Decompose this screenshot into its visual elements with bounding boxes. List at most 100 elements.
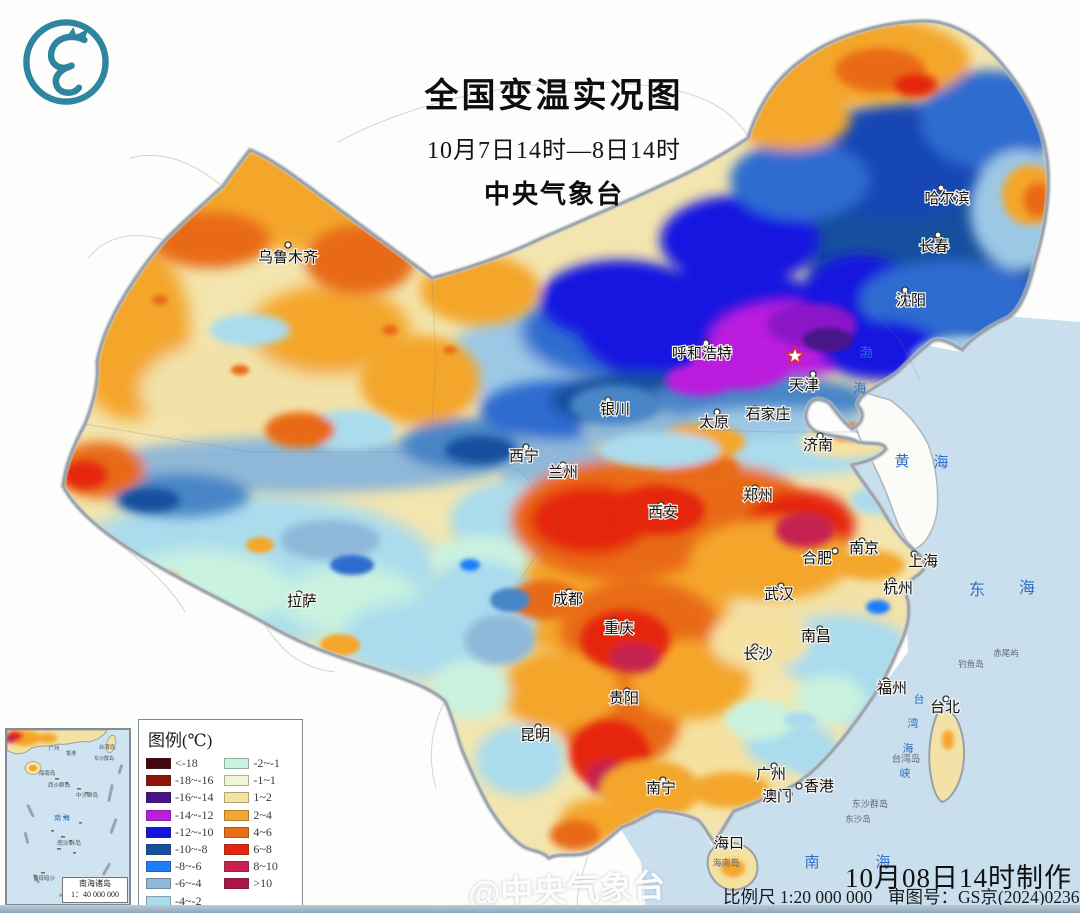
sea-label-char: 峡	[900, 766, 911, 780]
inset-caption: 南海诸岛	[79, 879, 111, 889]
city-marker	[937, 184, 945, 192]
legend-label: 8~10	[253, 859, 278, 874]
legend-label: >10	[253, 876, 273, 891]
legend-swatch	[146, 775, 171, 787]
legend-swatch	[146, 809, 171, 821]
island-label: 东沙岛	[845, 814, 871, 824]
city-group: 郑州	[742, 484, 774, 505]
island-label: 台湾岛	[892, 753, 921, 765]
city-label: 石家庄	[745, 405, 790, 423]
city-group: 南昌	[800, 625, 832, 646]
production-time: 10月08日14时制作	[845, 863, 1072, 893]
south-china-sea-inset: 广州 香港 台湾岛 东沙群岛 海南岛 西沙群岛 中沙群岛南 海南沙群岛 曾母暗沙 南海诸岛 1…	[5, 728, 131, 906]
city-label: 福州	[877, 680, 907, 697]
city-group: 重庆	[603, 617, 635, 638]
city-group: 南京	[848, 537, 880, 558]
city-label: 郑州	[743, 487, 773, 504]
city-group: 成都	[552, 588, 584, 609]
city-group: 上海	[907, 550, 939, 571]
legend-item: -2~-1	[224, 755, 295, 772]
legend-swatch	[146, 844, 171, 856]
city-marker	[858, 537, 866, 545]
sea-label-渤海: 渤海	[853, 345, 872, 396]
city-label: 昆明	[520, 727, 550, 744]
map-scale: 比例尺 1:20 000 000	[723, 887, 873, 907]
city-marker	[534, 723, 542, 731]
sea-label-char: 海	[933, 454, 948, 471]
legend-swatch	[224, 758, 250, 770]
legend-item: 2~4	[224, 807, 295, 824]
legend-swatch	[146, 792, 171, 804]
city-marker	[702, 339, 710, 347]
city-group: 合肥	[801, 547, 839, 568]
city-group: 武汉	[763, 582, 795, 604]
inset-label: 西沙群岛	[48, 781, 71, 789]
inset-label: 台湾岛	[99, 743, 116, 751]
city-group: 拉萨	[286, 590, 318, 611]
city-group: 海口	[713, 834, 745, 853]
city-group: 乌鲁木齐	[257, 241, 319, 267]
legend-label: -12~-10	[175, 824, 214, 839]
legend-label: <-18	[175, 756, 198, 771]
city-marker	[882, 677, 890, 685]
city-marker	[565, 588, 573, 596]
legend-item: 1~2	[224, 789, 295, 806]
city-marker	[604, 396, 612, 404]
city-marker	[751, 643, 759, 651]
city-label: 乌鲁木齐	[258, 249, 318, 266]
city-label: 香港	[804, 778, 834, 795]
legend-item: -1~1	[224, 772, 295, 789]
bottom-band	[0, 905, 1080, 913]
legend-label: 1~2	[253, 790, 272, 805]
inset-label: 曾母暗沙	[33, 874, 56, 882]
city-group: 西宁	[508, 443, 540, 466]
city-marker	[657, 501, 665, 509]
legend-label: -1~1	[253, 773, 276, 788]
inset-coast-dashes	[23, 764, 124, 897]
legend-label: -18~-16	[175, 773, 214, 788]
city-marker	[714, 838, 722, 846]
city-group: 呼和浩特	[671, 339, 733, 363]
legend-item: <-18	[146, 755, 224, 772]
legend-item: -14~-12	[146, 807, 224, 824]
city-label: 长春	[919, 238, 949, 255]
city-marker	[284, 241, 292, 249]
legend-swatch	[224, 775, 250, 787]
legend-label: -16~-14	[175, 790, 214, 805]
city-group: 杭州	[882, 577, 914, 598]
city-label: 哈尔滨	[924, 190, 969, 207]
city-marker	[888, 577, 896, 585]
legend-swatch	[146, 861, 171, 873]
legend-swatch	[146, 878, 171, 890]
city-label: 拉萨	[287, 593, 317, 610]
sea-label-黄海: 黄海	[894, 453, 948, 471]
city-marker	[559, 461, 567, 469]
city-group: 长沙	[742, 643, 774, 664]
city-label: 杭州	[883, 580, 913, 597]
sea-label-char: 台	[914, 692, 925, 706]
city-label: 西宁	[509, 448, 539, 465]
sea-label-char: 黄	[894, 453, 909, 470]
city-label: 武汉	[764, 586, 794, 603]
inset-label: 香港	[66, 750, 76, 757]
city-label: 太原	[699, 414, 729, 431]
city-group: 澳门	[761, 787, 793, 806]
inset-label: 南沙群岛	[57, 839, 81, 847]
city-group: 济南	[802, 432, 834, 455]
city-label: 南昌	[801, 628, 831, 645]
legend-swatch	[224, 844, 250, 856]
legend-item: 8~10	[224, 858, 295, 875]
city-marker	[816, 625, 824, 633]
legend-swatch	[146, 758, 171, 770]
island-label: 钓鱼岛	[958, 659, 984, 669]
sea-area	[620, 316, 1080, 913]
legend-label: -8~-6	[175, 859, 202, 874]
city-group: 石家庄	[744, 404, 791, 424]
city-marker	[770, 762, 778, 770]
city-marker	[522, 443, 530, 451]
sea-label-char: 南	[804, 854, 819, 871]
legend-swatch	[224, 809, 250, 821]
legend-item: >10	[224, 875, 295, 892]
